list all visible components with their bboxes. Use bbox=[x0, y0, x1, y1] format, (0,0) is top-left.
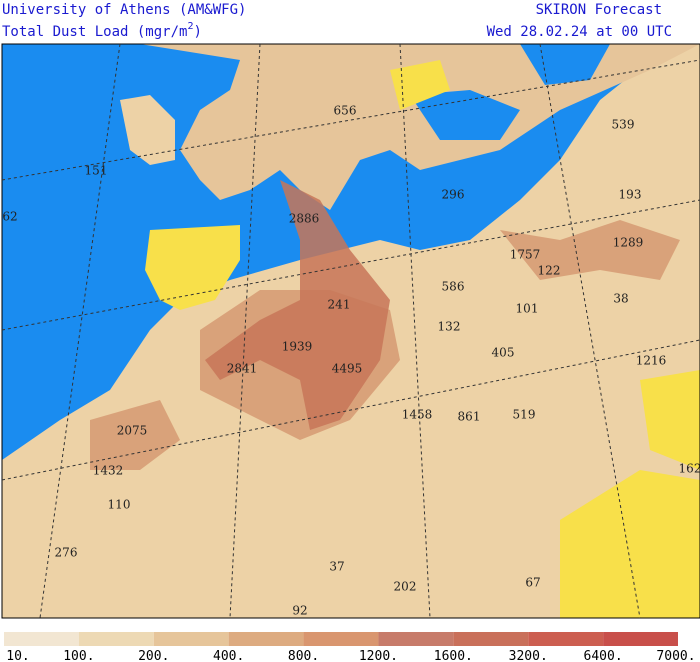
value-label: 101 bbox=[516, 302, 539, 316]
colorbar-label: 800. bbox=[288, 649, 319, 662]
land-iberia bbox=[145, 225, 240, 310]
header-date: Wed 28.02.24 at 00 UTC bbox=[487, 24, 672, 40]
value-label: 1458 bbox=[402, 408, 433, 422]
colorbar-label: 100. bbox=[63, 649, 94, 662]
value-label: 405 bbox=[492, 346, 515, 360]
header-variable-end: ) bbox=[193, 24, 201, 40]
value-label: 2075 bbox=[117, 424, 148, 438]
meridian bbox=[39, 43, 121, 619]
value-label: 67 bbox=[525, 576, 540, 590]
colorbar-label: 10. bbox=[6, 649, 29, 662]
value-label: 62 bbox=[2, 210, 17, 224]
value-label: 519 bbox=[513, 408, 536, 422]
colorbar-swatch bbox=[453, 632, 529, 646]
colorbar-swatch bbox=[153, 632, 229, 646]
dust-plume-west bbox=[90, 400, 180, 470]
colorbar-label: 3200. bbox=[509, 649, 548, 662]
parallel bbox=[1, 199, 700, 331]
value-label: 861 bbox=[458, 410, 481, 424]
map: 656 539 151 296 193 62 2886 1289 1757 122 241 586 10… bbox=[1, 43, 700, 619]
parallel bbox=[1, 59, 700, 181]
colorbar-swatch bbox=[303, 632, 379, 646]
value-label: 2841 bbox=[227, 362, 258, 376]
value-label: 2886 bbox=[289, 212, 320, 226]
value-label: 1216 bbox=[636, 354, 667, 368]
colorbar: 10. 100. 200. 400. 800. 1200. 1600. 3200. 6400. 7… bbox=[4, 632, 696, 662]
value-label: 539 bbox=[612, 118, 635, 132]
colorbar-swatch bbox=[528, 632, 604, 646]
value-label: 1289 bbox=[613, 236, 644, 250]
value-label: 1939 bbox=[282, 340, 313, 354]
value-label: 92 bbox=[292, 604, 307, 618]
value-label: 656 bbox=[334, 104, 357, 118]
value-label: 132 bbox=[438, 320, 461, 334]
low-dust-arabia bbox=[640, 370, 700, 470]
value-label: 202 bbox=[394, 580, 417, 594]
header-product: SKIRON Forecast bbox=[536, 2, 662, 18]
header-variable: Total Dust Load (mgr/m2) bbox=[2, 21, 202, 40]
value-label: 1432 bbox=[93, 464, 124, 478]
parallel bbox=[1, 339, 700, 481]
dust-plume-high bbox=[205, 180, 390, 430]
value-label: 151 bbox=[85, 164, 108, 178]
value-label: 586 bbox=[442, 280, 465, 294]
value-label: 4495 bbox=[332, 362, 363, 376]
colorbar-label: 200. bbox=[138, 649, 169, 662]
value-label: 38 bbox=[613, 292, 628, 306]
header-institution: University of Athens (AM&WFG) bbox=[2, 2, 246, 18]
black-sea bbox=[410, 90, 520, 140]
value-label: 37 bbox=[329, 560, 344, 574]
colorbar-label: 6400. bbox=[584, 649, 623, 662]
value-label: 193 bbox=[619, 188, 642, 202]
header-variable-exponent: 2 bbox=[187, 21, 193, 32]
value-label: 296 bbox=[442, 188, 465, 202]
value-label: 122 bbox=[538, 264, 561, 278]
header-variable-text: Total Dust Load (mgr/m bbox=[2, 24, 187, 40]
value-label: 1757 bbox=[510, 248, 541, 262]
colorbar-swatch bbox=[78, 632, 154, 646]
colorbar-swatch bbox=[4, 632, 79, 646]
low-dust-east bbox=[390, 60, 450, 110]
value-label: 241 bbox=[328, 298, 351, 312]
colorbar-label: 1600. bbox=[434, 649, 473, 662]
value-label: 162 bbox=[679, 462, 700, 476]
map-frame bbox=[1, 43, 700, 619]
low-dust-africa bbox=[560, 470, 700, 618]
land-europe bbox=[140, 44, 700, 210]
meridian bbox=[539, 43, 641, 619]
colorbar-label: 400. bbox=[213, 649, 244, 662]
colorbar-label: 7000. bbox=[656, 649, 695, 662]
colorbar-swatch bbox=[378, 632, 454, 646]
colorbar-swatch bbox=[603, 632, 678, 646]
baltic-sea bbox=[520, 44, 610, 85]
graticule bbox=[1, 43, 700, 619]
colorbar-label: 1200. bbox=[359, 649, 398, 662]
dust-plume-east bbox=[500, 220, 680, 280]
value-label: 110 bbox=[108, 498, 131, 512]
value-label: 276 bbox=[55, 546, 78, 560]
land-britain bbox=[120, 95, 175, 165]
value-labels: 656 539 151 296 193 62 2886 1289 1757 122 241 586 10… bbox=[2, 104, 700, 618]
colorbar-swatch bbox=[228, 632, 304, 646]
